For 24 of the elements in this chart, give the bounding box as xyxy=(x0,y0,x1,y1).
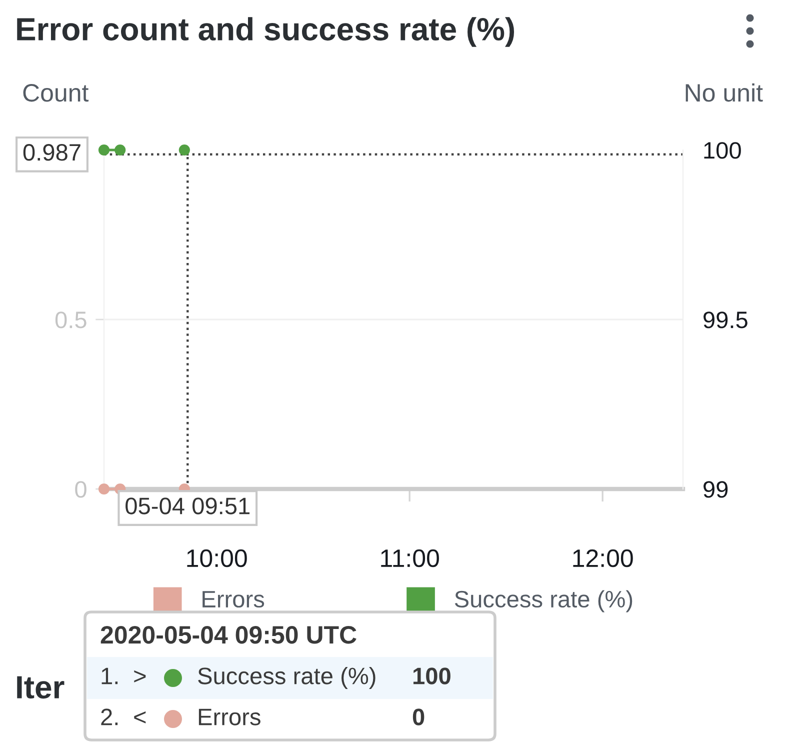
y2-tick-label: 99 xyxy=(704,481,728,498)
text: 2. xyxy=(101,708,118,726)
text: > xyxy=(134,670,146,682)
chart-title: Error count and success rate (%) xyxy=(17,17,514,47)
x-tick-label: 12:00 xyxy=(573,549,633,568)
y-axis-title: Count xyxy=(23,84,89,102)
text: 2020-05-04 09:50 UTC xyxy=(100,626,356,644)
text: Success rate (%) xyxy=(198,666,376,689)
legend-label: Errors xyxy=(202,591,264,608)
y-tick-label: 0.5 xyxy=(55,312,86,328)
y2-tick-label: 99.5 xyxy=(704,312,748,328)
ref-line-label: 0.987 xyxy=(23,144,80,161)
text: Iter xyxy=(17,676,64,699)
x-tick-label: 11:00 xyxy=(381,549,439,568)
text: < xyxy=(134,711,146,724)
text: 0 xyxy=(412,708,424,726)
y2-axis-title: No unit xyxy=(686,83,763,102)
legend-label: Success rate (%) xyxy=(454,590,632,612)
text: 1. xyxy=(102,668,118,684)
y2-tick-label: 100 xyxy=(704,142,741,159)
x-tick-label: 10:00 xyxy=(187,549,247,568)
text: 100 xyxy=(413,668,450,684)
text: Errors xyxy=(198,708,260,726)
ref-line-label: 05-04 09:51 xyxy=(126,498,250,514)
